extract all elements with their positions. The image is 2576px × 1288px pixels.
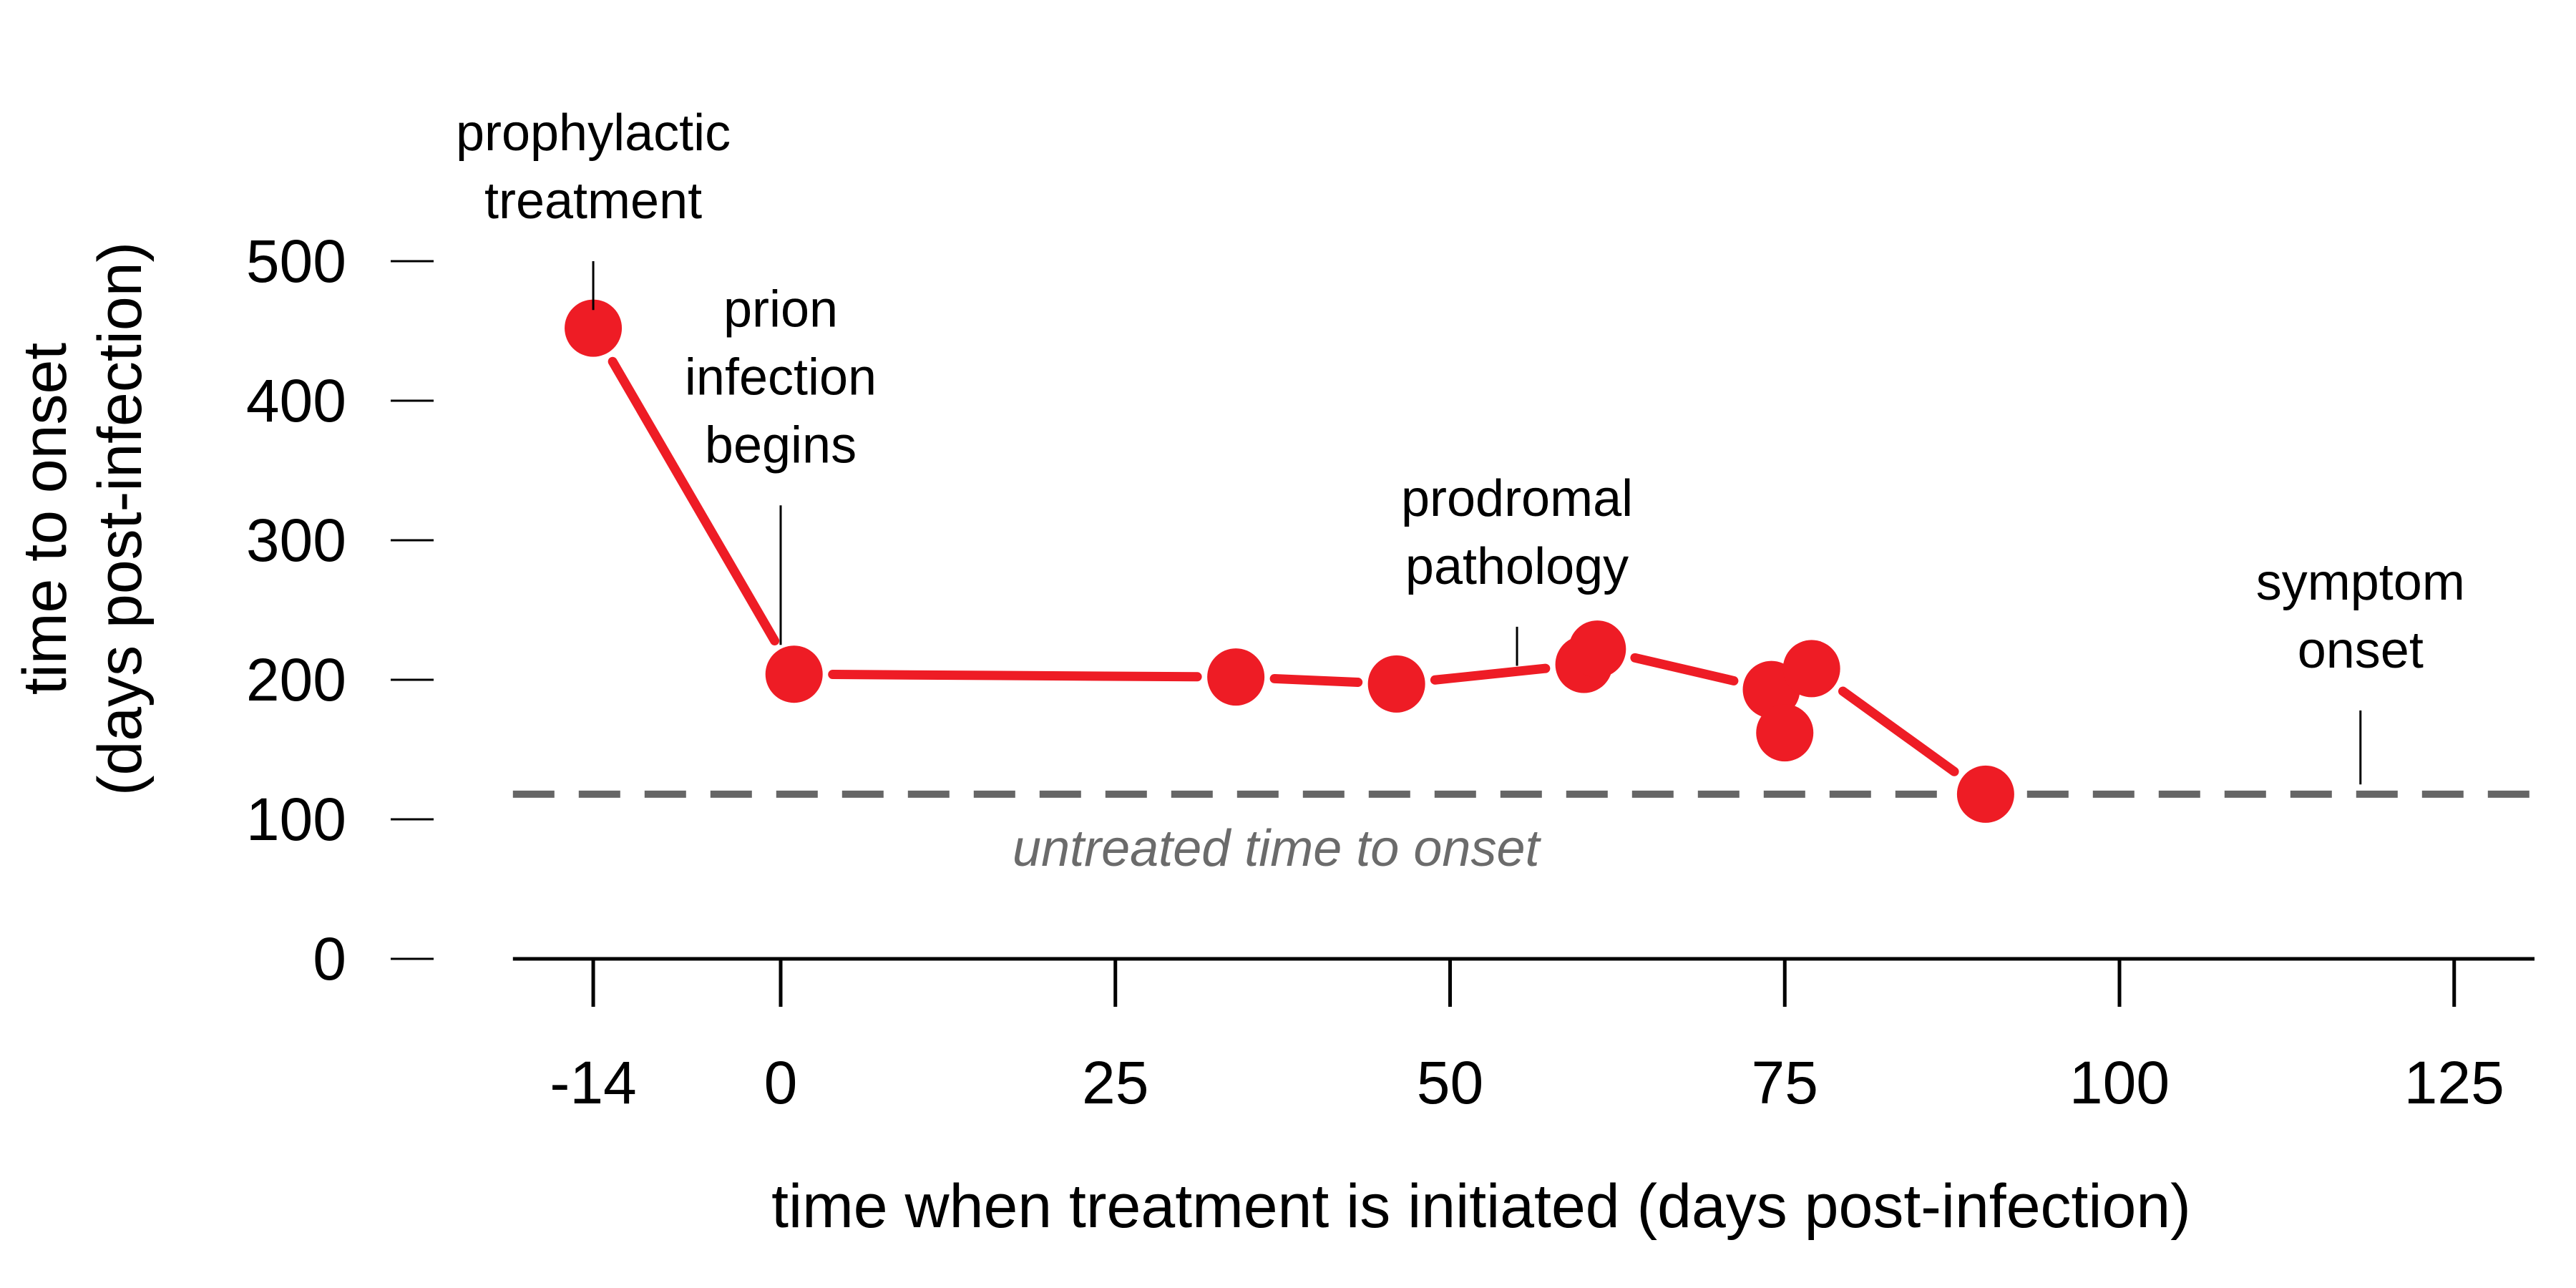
y-axis-title: time to onset (days post-infection) [11, 242, 155, 796]
series-line-segment [1838, 686, 1959, 776]
data-point [1367, 655, 1425, 713]
annotation-label: prodromal [1401, 470, 1633, 527]
x-tick-label: 25 [1082, 1049, 1148, 1116]
axes: ‑14 0 25 50 75 100 125 0 100 200 300 400 500 [246, 228, 2535, 1116]
y-axis-title-line-2: (days post-infection) [86, 242, 155, 796]
data-point [565, 299, 623, 357]
x-tick-label: 100 [2069, 1049, 2170, 1116]
baseline-group: untreated time to onset [512, 790, 2535, 877]
y-tick-label: 300 [246, 507, 346, 574]
series-group [565, 299, 2014, 823]
x-tick-label: 0 [764, 1049, 798, 1116]
annotation-label: prion [723, 280, 838, 338]
series-line-segment [1269, 673, 1363, 688]
x-tick-label: 50 [1417, 1049, 1483, 1116]
series-line-segment [608, 356, 780, 645]
annotation-label: symptom [2256, 554, 2465, 611]
data-point [1568, 620, 1626, 678]
annotation-label: infection [685, 348, 877, 406]
data-point [765, 645, 823, 703]
y-tick-label: 500 [246, 228, 346, 295]
x-tick-label: 75 [1752, 1049, 1818, 1116]
y-tick-label: 200 [246, 646, 346, 713]
x-axis-title: time when treatment is initiated (days p… [771, 1172, 2191, 1241]
data-point [1756, 704, 1814, 762]
annotation-label: onset [2298, 622, 2424, 679]
data-point [1956, 765, 2014, 823]
data-point [1207, 648, 1265, 706]
annotation-label: pathology [1405, 538, 1629, 595]
annotation-label: prophylactic [456, 104, 731, 162]
y-tick-label: 0 [313, 925, 346, 992]
annotation-label: treatment [484, 172, 702, 230]
y-tick-label: 400 [246, 367, 346, 434]
annotation-group: prophylactic treatment prion infection begin… [456, 104, 2465, 785]
y-tick-label: 100 [246, 786, 346, 853]
y-axis-title-line-1: time to onset [11, 343, 79, 695]
series-line-segment [1430, 663, 1551, 685]
baseline-label: untreated time to onset [1013, 820, 1541, 877]
x-tick-label: 125 [2404, 1049, 2504, 1116]
x-tick-label: ‑14 [550, 1049, 636, 1116]
series-line-segment [828, 670, 1202, 682]
annotation-label: begins [705, 416, 857, 474]
data-point [1782, 640, 1840, 698]
series-line-segment [1630, 653, 1739, 686]
